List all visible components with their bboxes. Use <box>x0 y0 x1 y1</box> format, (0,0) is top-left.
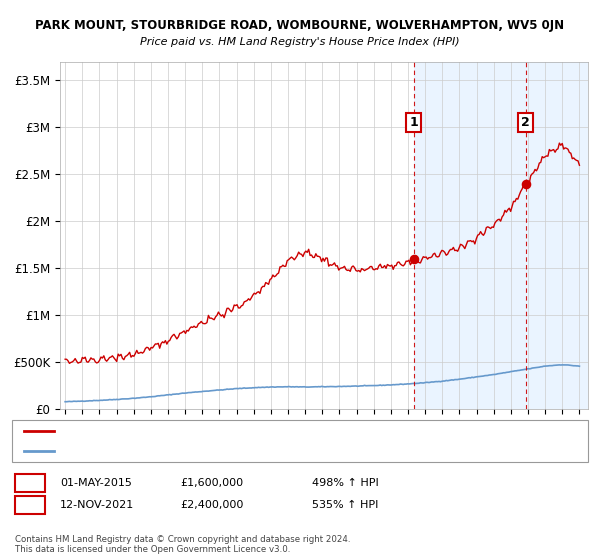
Text: 12-NOV-2021: 12-NOV-2021 <box>60 500 134 510</box>
Text: 01-MAY-2015: 01-MAY-2015 <box>60 478 132 488</box>
Text: 498% ↑ HPI: 498% ↑ HPI <box>312 478 379 488</box>
Text: PARK MOUNT, STOURBRIDGE ROAD, WOMBOURNE, WOLVERHAMPTON, WV5 0JN: PARK MOUNT, STOURBRIDGE ROAD, WOMBOURNE,… <box>35 18 565 32</box>
Text: 1: 1 <box>26 476 34 489</box>
Text: PARK MOUNT, STOURBRIDGE ROAD, WOMBOURNE, WOLVERHAMPTON, WV5 0JN (detach: PARK MOUNT, STOURBRIDGE ROAD, WOMBOURNE,… <box>60 427 479 436</box>
Point <box>409 254 418 263</box>
Text: 2: 2 <box>26 498 34 512</box>
Text: £2,400,000: £2,400,000 <box>180 500 244 510</box>
Point <box>521 179 530 188</box>
Text: 1: 1 <box>409 116 418 129</box>
Text: Contains HM Land Registry data © Crown copyright and database right 2024.
This d: Contains HM Land Registry data © Crown c… <box>15 535 350 554</box>
Text: HPI: Average price, detached house, South Staffordshire: HPI: Average price, detached house, Sout… <box>60 446 328 455</box>
Text: 535% ↑ HPI: 535% ↑ HPI <box>312 500 379 510</box>
Text: £1,600,000: £1,600,000 <box>180 478 243 488</box>
Text: Price paid vs. HM Land Registry's House Price Index (HPI): Price paid vs. HM Land Registry's House … <box>140 37 460 47</box>
Text: 2: 2 <box>521 116 530 129</box>
Bar <box>413 62 588 409</box>
